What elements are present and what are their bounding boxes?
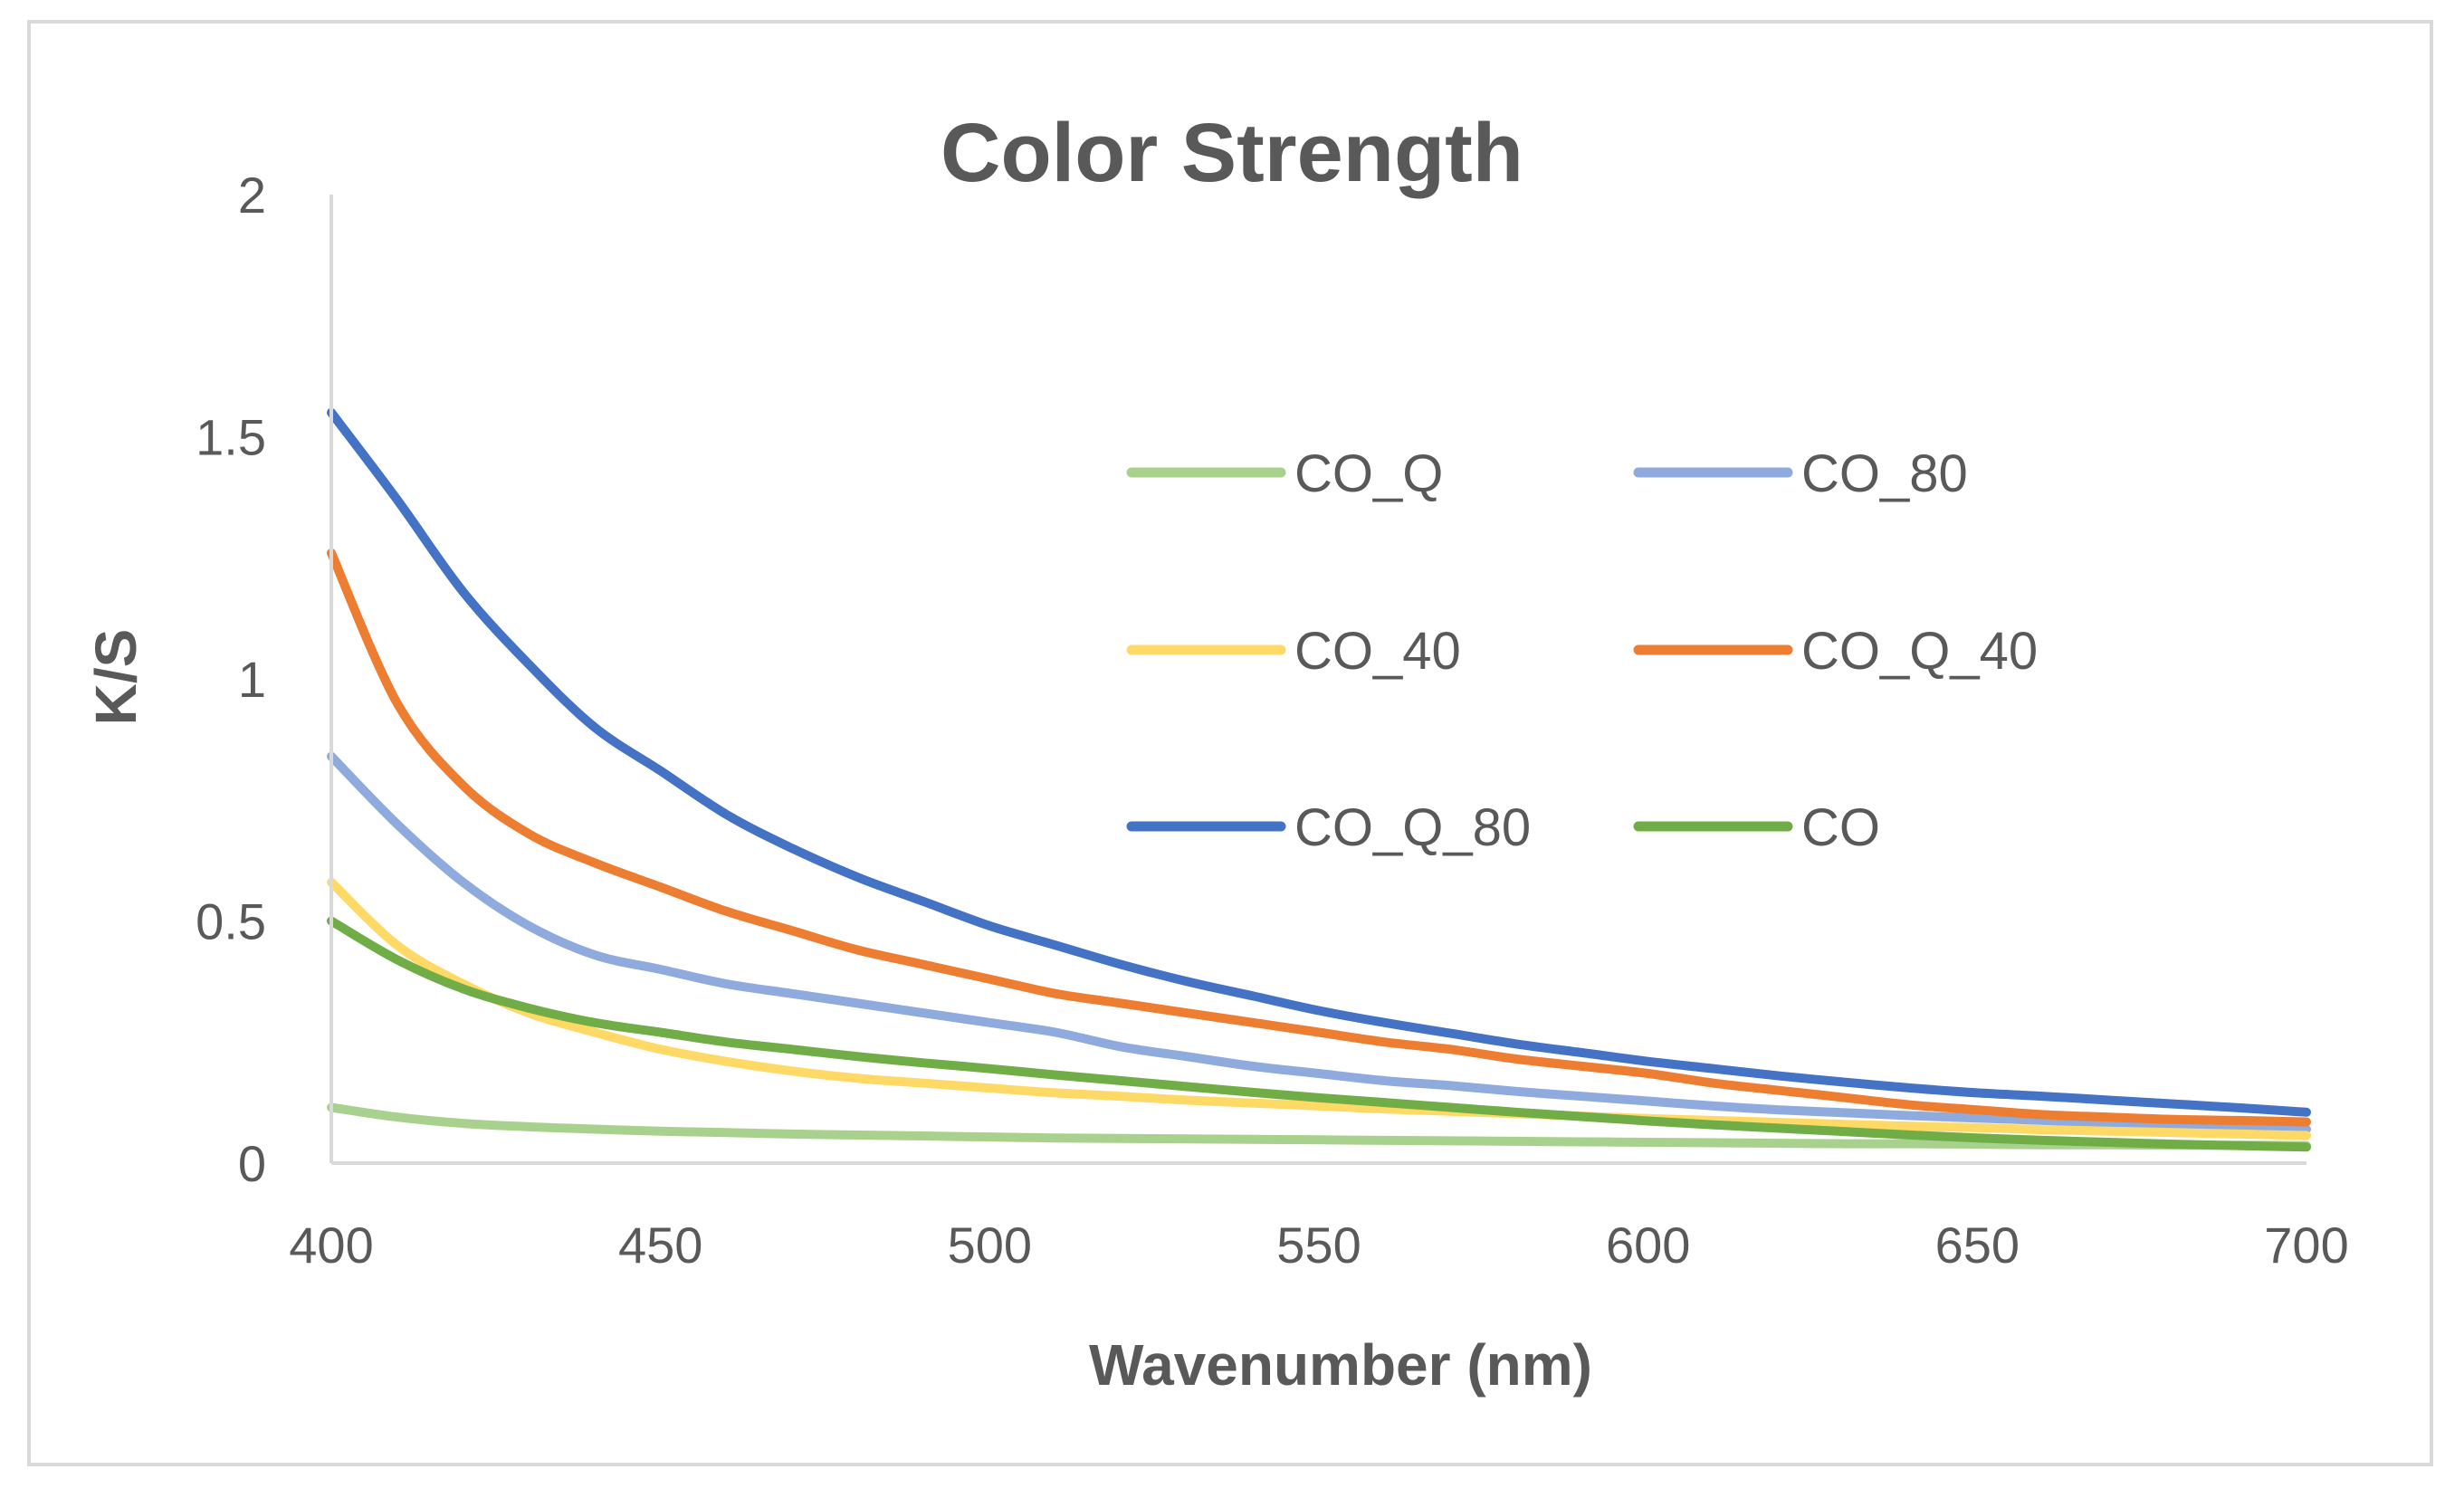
legend-item: CO_40 [1126, 622, 1461, 681]
legend-label: CO_Q_80 [1294, 798, 1531, 857]
series-line-co-q [327, 1102, 2311, 1150]
legend-label: CO [1801, 798, 1880, 857]
y-tick-label: 2 [238, 167, 266, 224]
legend-item: CO [1633, 798, 1880, 857]
x-tick-label: 700 [2264, 1217, 2348, 1274]
legend-item: CO_Q_80 [1126, 798, 1531, 857]
series-line-co-80 [327, 751, 2311, 1134]
legend-item: CO_80 [1633, 444, 1968, 503]
y-tick-label: 0.5 [196, 893, 266, 950]
legend-label: CO_Q_40 [1801, 622, 2038, 681]
legend-label: CO_80 [1801, 444, 1968, 503]
x-tick-label: 450 [618, 1217, 702, 1274]
series-layer [327, 407, 2311, 1152]
y-tick-label: 1 [238, 651, 266, 708]
legend-item: CO_Q_40 [1633, 622, 2038, 681]
legend-label: CO_Q [1294, 444, 1443, 503]
legend-label: CO_40 [1294, 622, 1461, 681]
y-tick-label: 1.5 [196, 409, 266, 466]
x-tick-label: 550 [1276, 1217, 1361, 1274]
series-line-co-40 [327, 877, 2311, 1140]
legend: CO_Q CO_80 CO_40 CO_Q_40 CO_Q_80 CO [1126, 444, 2038, 857]
y-axis-title: K/S [83, 629, 148, 726]
y-tick-label: 0 [238, 1135, 266, 1192]
x-tick-label: 400 [289, 1217, 373, 1274]
x-axis-title: Wavenumber (nm) [1089, 1332, 1592, 1398]
axes: 400 450 500 550 600 650 700 0 0.5 1 1.5 2 [196, 167, 2349, 1274]
series-line-co [327, 916, 2311, 1152]
series-line-co-q-40 [327, 548, 2311, 1127]
x-tick-label: 500 [948, 1217, 1032, 1274]
series-line-co-q-80 [327, 407, 2311, 1117]
x-tick-label: 650 [1935, 1217, 2020, 1274]
x-tick-label: 600 [1606, 1217, 1690, 1274]
chart-title: Color Strength [941, 107, 1523, 199]
legend-item: CO_Q [1126, 444, 1443, 503]
